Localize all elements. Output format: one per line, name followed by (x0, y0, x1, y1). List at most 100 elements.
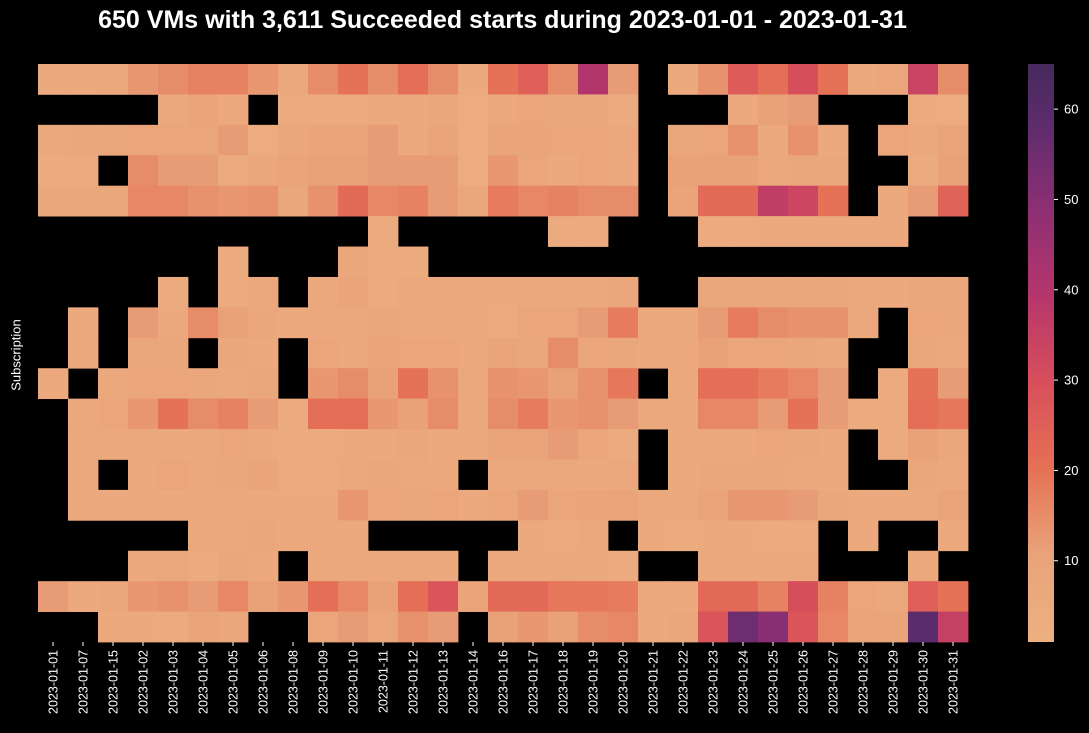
heatmap-cell (608, 276, 639, 308)
heatmap-cell (608, 155, 639, 187)
x-tick-label: 2023-01-21 (647, 650, 661, 714)
heatmap-cell (218, 581, 249, 612)
heatmap-cell (638, 489, 669, 521)
heatmap-cell (608, 611, 639, 643)
heatmap-cell (128, 611, 159, 643)
heatmap-cell (878, 216, 909, 247)
heatmap-cell (248, 124, 279, 156)
heatmap-cell (638, 520, 669, 552)
heatmap-cell (878, 489, 909, 521)
heatmap-cell (398, 368, 429, 400)
heatmap-cell (248, 337, 279, 369)
heatmap-cell (128, 550, 159, 582)
heatmap-cell (578, 185, 609, 217)
heatmap-cell (728, 581, 759, 612)
heatmap-cell (848, 276, 879, 308)
heatmap-cell (188, 520, 219, 552)
heatmap-cell (248, 550, 279, 582)
heatmap-cell (518, 124, 549, 156)
heatmap-cell (158, 459, 189, 491)
heatmap-cell (368, 185, 399, 217)
heatmap-cell (698, 216, 729, 247)
heatmap-cell (488, 64, 519, 95)
heatmap-cell (278, 185, 309, 217)
heatmap-cell (788, 64, 819, 95)
heatmap-cell (938, 581, 969, 612)
heatmap-cell (698, 185, 729, 217)
heatmap-cell (398, 276, 429, 308)
heatmap-cell (218, 307, 249, 339)
heatmap-cell (38, 581, 69, 612)
heatmap-cell (218, 368, 249, 400)
heatmap-cell (218, 124, 249, 156)
x-tick-label: 2023-01-24 (737, 650, 751, 714)
heatmap-cell (548, 94, 579, 126)
heatmap-cell (218, 155, 249, 187)
heatmap-cell (848, 216, 879, 247)
heatmap-cell (398, 185, 429, 217)
heatmap-cell (338, 94, 369, 126)
heatmap-cell (728, 368, 759, 400)
heatmap-cell (158, 550, 189, 582)
heatmap-cell (338, 550, 369, 582)
heatmap-cell (278, 520, 309, 552)
heatmap-cell (728, 429, 759, 460)
heatmap-cell (458, 94, 489, 126)
heatmap-cell (128, 307, 159, 339)
heatmap-cell (338, 185, 369, 217)
heatmap-cell (728, 459, 759, 491)
heatmap-cell (218, 429, 249, 460)
heatmap-cell (668, 489, 699, 521)
heatmap-cell (38, 185, 69, 217)
heatmap-cell (488, 307, 519, 339)
heatmap-cell (758, 611, 789, 643)
heatmap-cell (188, 94, 219, 126)
heatmap-cell (758, 489, 789, 521)
heatmap-cell (908, 429, 939, 460)
colorbar-tick-label: 10 (1064, 553, 1078, 568)
heatmap-cell (218, 611, 249, 643)
heatmap-cell (878, 429, 909, 460)
heatmap-cell (308, 276, 339, 308)
heatmap-cell (518, 155, 549, 187)
heatmap-cell (818, 276, 849, 308)
heatmap-cell (818, 185, 849, 217)
heatmap-cell (758, 550, 789, 582)
heatmap-cell (698, 520, 729, 552)
heatmap-cell (158, 185, 189, 217)
heatmap-cell (218, 337, 249, 369)
heatmap-cell (668, 64, 699, 95)
heatmap-cell (938, 611, 969, 643)
x-tick-label: 2023-01-10 (347, 650, 361, 714)
heatmap-cell (68, 429, 99, 460)
heatmap-cell (488, 124, 519, 156)
heatmap-cell (848, 520, 879, 552)
heatmap-cell (38, 64, 69, 95)
heatmap-cell (218, 94, 249, 126)
heatmap-cell (908, 611, 939, 643)
heatmap-cell (698, 581, 729, 612)
heatmap-cells (38, 64, 969, 643)
heatmap-cell (608, 124, 639, 156)
x-tick-label: 2023-01-07 (77, 650, 91, 714)
heatmap-cell (368, 398, 399, 430)
heatmap-cell (158, 581, 189, 612)
heatmap-cell (428, 337, 459, 369)
heatmap-cell (518, 550, 549, 582)
colorbar-tick-label: 60 (1064, 102, 1078, 117)
heatmap-cell (728, 276, 759, 308)
heatmap-cell (848, 307, 879, 339)
x-tick-label: 2023-01-03 (167, 650, 181, 714)
x-tick-labels: 2023-01-01 2023-01-07 2023-01-15 2023-01-02… (47, 642, 961, 714)
x-tick-label: 2023-01-30 (917, 650, 931, 714)
heatmap-cell (398, 581, 429, 612)
heatmap-cell (458, 581, 489, 612)
heatmap-cell (758, 581, 789, 612)
heatmap-cell (908, 398, 939, 430)
heatmap-cell (368, 611, 399, 643)
heatmap-cell (368, 155, 399, 187)
heatmap-cell (428, 398, 459, 430)
heatmap-cell (248, 459, 279, 491)
heatmap-cell (848, 64, 879, 95)
heatmap-cell (398, 429, 429, 460)
